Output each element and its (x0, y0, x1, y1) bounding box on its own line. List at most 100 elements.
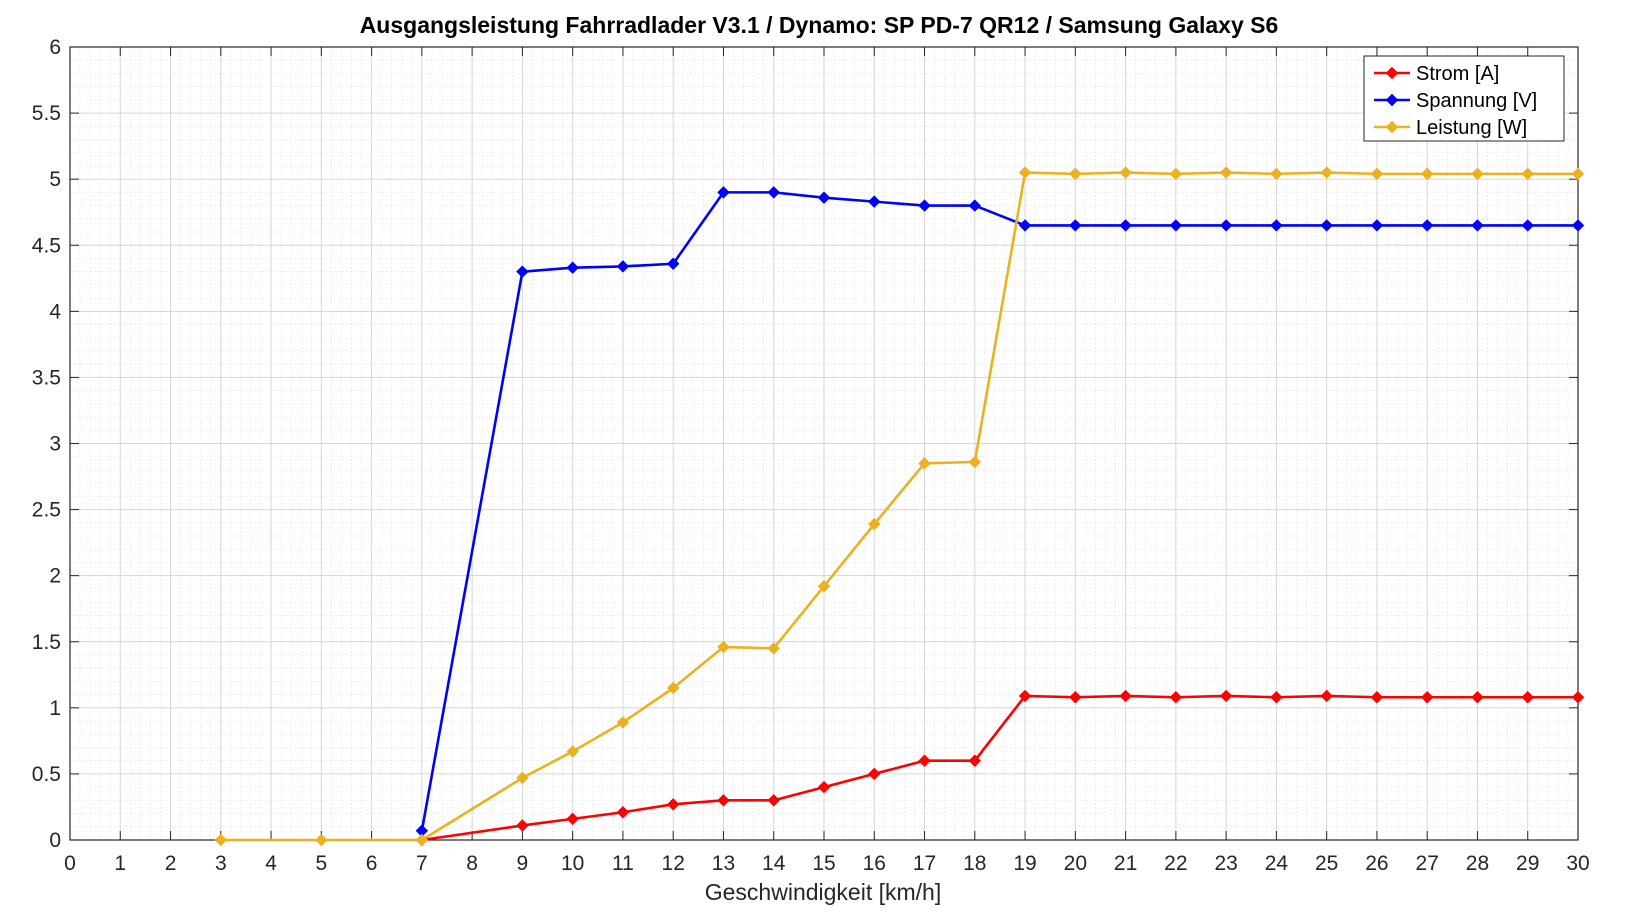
data-point-spannung-v (1119, 219, 1132, 232)
data-point-spannung-v (868, 195, 881, 208)
y-tick-label: 4 (49, 300, 61, 323)
data-point-strom-a (566, 812, 579, 826)
data-point-leistung-w (717, 640, 730, 654)
x-tick-label: 27 (1416, 852, 1439, 875)
data-point-strom-a (868, 767, 881, 781)
x-tick-label: 16 (863, 852, 886, 875)
x-tick-label: 13 (712, 852, 735, 875)
y-tick-label: 2 (49, 565, 61, 588)
x-tick-label: 7 (416, 852, 428, 875)
x-tick-label: 20 (1064, 852, 1087, 875)
series-group (214, 166, 1585, 847)
data-point-leistung-w (1420, 167, 1434, 181)
x-tick-label: 3 (215, 852, 227, 875)
data-point-spannung-v (918, 199, 931, 212)
x-tick-label: 12 (662, 852, 685, 875)
data-point-strom-a (1571, 691, 1585, 704)
x-tick-label: 9 (517, 852, 529, 875)
data-point-leistung-w (868, 517, 881, 531)
data-point-leistung-w (1571, 167, 1585, 181)
data-point-strom-a (1370, 691, 1384, 704)
data-point-spannung-v (516, 265, 529, 278)
data-point-strom-a (616, 806, 630, 819)
y-tick-label: 6 (49, 36, 61, 59)
data-point-strom-a (1219, 689, 1233, 703)
data-point-spannung-v (1420, 219, 1434, 232)
legend-swatch-marker (1385, 120, 1399, 134)
y-tick-label: 1 (49, 697, 61, 720)
data-point-leistung-w (666, 681, 680, 695)
series-spannung-v (415, 186, 1585, 837)
data-point-strom-a (1270, 691, 1283, 704)
x-tick-label: 14 (762, 852, 786, 875)
x-tick-label: 0 (64, 852, 76, 875)
data-point-spannung-v (817, 191, 831, 204)
data-point-strom-a (1069, 691, 1082, 704)
data-point-strom-a (767, 794, 780, 807)
data-point-leistung-w (1471, 167, 1484, 181)
data-point-spannung-v (717, 186, 730, 199)
data-point-leistung-w (566, 745, 579, 758)
data-point-leistung-w (214, 833, 228, 847)
data-point-spannung-v (1018, 219, 1032, 232)
x-tick-label: 26 (1365, 852, 1388, 875)
data-point-leistung-w (767, 642, 780, 655)
x-tick-label: 11 (612, 852, 634, 875)
data-point-strom-a (968, 754, 982, 767)
data-point-strom-a (1521, 691, 1534, 704)
data-point-leistung-w (1018, 166, 1032, 179)
x-tick-label: 10 (561, 852, 584, 875)
data-point-leistung-w (1119, 166, 1132, 179)
data-point-spannung-v (666, 257, 680, 270)
data-point-spannung-v (1471, 219, 1484, 232)
data-point-spannung-v (767, 186, 780, 199)
data-point-spannung-v (1270, 219, 1283, 232)
data-point-strom-a (1471, 691, 1484, 704)
data-point-leistung-w (415, 833, 429, 847)
series-leistung-w (214, 166, 1585, 847)
data-point-spannung-v (1169, 219, 1183, 232)
x-tick-label: 15 (812, 852, 835, 875)
x-tick-label: 23 (1214, 852, 1237, 875)
data-point-leistung-w (918, 457, 931, 470)
legend-label: Leistung [W] (1416, 117, 1527, 139)
y-tick-label: 3.5 (32, 366, 61, 389)
y-tick-label: 5.5 (32, 102, 61, 125)
x-tick-label: 18 (963, 852, 986, 875)
x-tick-label: 5 (315, 852, 327, 875)
legend-item-spannung-v: Spannung [V] (1374, 90, 1537, 112)
data-point-strom-a (1420, 691, 1434, 704)
data-point-strom-a (817, 780, 831, 794)
data-point-strom-a (1018, 689, 1032, 703)
data-point-leistung-w (1169, 167, 1183, 181)
data-point-spannung-v (1571, 219, 1585, 232)
data-point-leistung-w (516, 771, 529, 785)
data-point-leistung-w (968, 455, 982, 469)
data-point-leistung-w (817, 580, 831, 593)
data-point-spannung-v (616, 260, 630, 273)
x-tick-label: 2 (165, 852, 177, 875)
data-point-leistung-w (1219, 166, 1233, 179)
x-tick-label: 17 (913, 852, 936, 875)
chart-title: Ausgangsleistung Fahrradlader V3.1 / Dyn… (360, 12, 1279, 38)
legend-label: Spannung [V] (1416, 90, 1537, 112)
data-point-leistung-w (616, 716, 630, 729)
x-tick-label: 24 (1265, 852, 1289, 875)
y-tick-label: 2.5 (32, 499, 61, 522)
x-axis-label: Geschwindigkeit [km/h] (705, 879, 941, 905)
data-point-leistung-w (315, 833, 328, 847)
data-point-spannung-v (1219, 219, 1233, 232)
data-point-strom-a (1320, 689, 1333, 703)
data-point-spannung-v (968, 199, 982, 212)
data-point-strom-a (1169, 691, 1183, 704)
data-point-leistung-w (1521, 167, 1534, 181)
data-point-leistung-w (1069, 167, 1082, 181)
data-point-strom-a (918, 754, 931, 767)
data-point-spannung-v (1320, 219, 1333, 232)
data-point-spannung-v (566, 261, 579, 274)
y-tick-label: 3 (49, 433, 61, 456)
y-tick-label: 0 (49, 829, 61, 852)
data-point-strom-a (717, 794, 730, 807)
y-tick-label: 0.5 (32, 763, 61, 786)
